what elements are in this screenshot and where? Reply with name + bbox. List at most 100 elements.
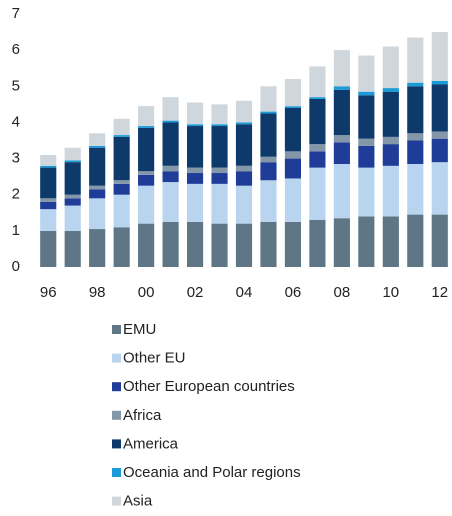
legend-swatch: [112, 468, 121, 477]
bar-segment: [407, 82, 424, 87]
bar-segment: [64, 162, 81, 195]
bar-segment: [64, 147, 81, 161]
bar-segment: [333, 50, 350, 87]
legend-label: Asia: [123, 493, 153, 510]
bar-segment: [40, 230, 57, 267]
bar-segment: [211, 167, 228, 174]
bar-segment: [309, 144, 326, 152]
bar-segment: [162, 120, 179, 123]
x-tick-label: 96: [40, 284, 57, 301]
bar-segment: [235, 124, 253, 166]
bar-segment: [407, 133, 424, 141]
legend-label: Africa: [123, 407, 162, 424]
bar-segment: [162, 97, 179, 121]
bar-segment: [89, 229, 106, 267]
bar-segment: [162, 182, 179, 222]
bar-segment: [407, 214, 424, 267]
bar-segment: [40, 209, 57, 231]
legend-label: America: [123, 435, 179, 452]
x-tick-label: 10: [382, 284, 399, 301]
bar-segment: [40, 154, 57, 166]
bar-segment: [382, 165, 399, 217]
bar-segment: [89, 189, 106, 199]
y-tick-label: 5: [12, 77, 20, 94]
bar-segment: [431, 84, 448, 132]
bar-segment: [211, 223, 228, 267]
y-tick-label: 1: [12, 222, 20, 239]
bar-segment: [162, 171, 179, 183]
bar-segment: [284, 158, 302, 179]
bar-segment: [260, 221, 277, 267]
bar-segment: [382, 216, 399, 267]
bar-segment: [138, 106, 155, 127]
legend-label: Other European countries: [123, 378, 295, 395]
bar-segment: [89, 198, 106, 230]
bar-segment: [211, 124, 228, 127]
bar-segment: [40, 198, 57, 202]
bar-segment: [113, 183, 130, 195]
bar-segment: [407, 140, 424, 164]
bar-segment: [358, 216, 375, 267]
bar-segment: [309, 98, 326, 145]
bar-segment: [89, 133, 106, 146]
bar-segment: [333, 135, 350, 143]
y-tick-label: 4: [12, 113, 20, 130]
bar-segment: [186, 173, 204, 184]
bar-segment: [40, 165, 57, 168]
bar-segment: [407, 163, 424, 215]
bar-segment: [64, 198, 81, 206]
bar-segment: [333, 86, 350, 90]
bar-segment: [407, 37, 424, 83]
legend-swatch: [112, 325, 121, 334]
bar-segment: [260, 162, 277, 181]
y-tick-label: 2: [12, 186, 20, 203]
bar-segment: [284, 221, 302, 267]
bar-segment: [284, 178, 302, 222]
bar-segment: [431, 138, 448, 163]
y-tick-label: 3: [12, 150, 20, 167]
bar-segment: [431, 32, 448, 81]
bar-segment: [431, 214, 448, 267]
bar-segment: [64, 160, 81, 163]
bar-segment: [260, 111, 277, 114]
bar-segment: [358, 167, 375, 217]
bar-segment: [113, 180, 130, 184]
bar-segment: [235, 165, 253, 172]
bar-segment: [260, 113, 277, 157]
bar-segment: [309, 66, 326, 98]
bar-segment: [260, 86, 277, 112]
x-tick-label: 06: [285, 284, 302, 301]
bar-segment: [113, 227, 130, 267]
bar-segment: [138, 185, 155, 224]
bar-segment: [138, 174, 155, 186]
x-tick-label: 08: [334, 284, 351, 301]
bar-segment: [113, 118, 130, 136]
bar-segment: [284, 151, 302, 159]
bar-segment: [382, 144, 399, 166]
x-tick-label: 98: [89, 284, 106, 301]
bar-segment: [333, 142, 350, 164]
bar-segment: [138, 223, 155, 267]
bar-segment: [64, 205, 81, 231]
bar-segment: [186, 221, 204, 267]
bar-segment: [40, 201, 57, 210]
bar-segment: [284, 107, 302, 152]
legend-label: Other EU: [123, 350, 186, 367]
bar-segment: [260, 180, 277, 222]
bar-segment: [358, 95, 375, 139]
bar-segment: [113, 136, 130, 181]
bar-segment: [89, 145, 106, 148]
bar-segment: [162, 122, 179, 166]
bar-segment: [431, 80, 448, 85]
bar-segment: [186, 126, 204, 168]
bar-segment: [358, 55, 375, 92]
bar-segment: [382, 136, 399, 145]
x-tick-label: 12: [431, 284, 448, 301]
bar-segment: [382, 88, 399, 92]
x-tick-label: 04: [236, 284, 253, 301]
bar-segment: [138, 127, 155, 172]
bar-segment: [358, 145, 375, 168]
bar-segment: [211, 126, 228, 168]
bar-segment: [186, 183, 204, 222]
